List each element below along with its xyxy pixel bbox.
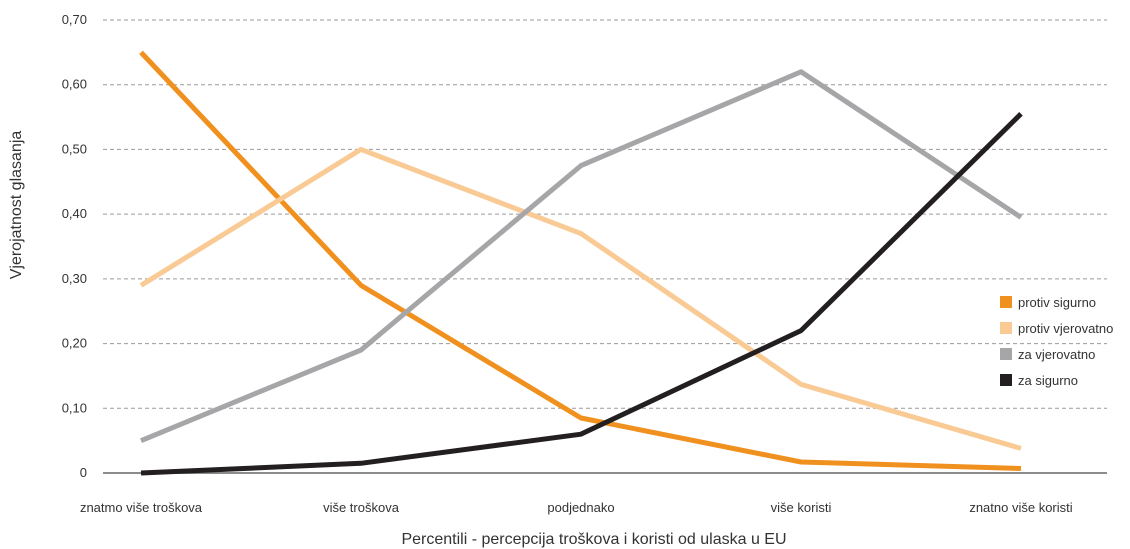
y-tick-label: 0,10 (62, 400, 87, 415)
x-axis-title: Percentili - percepcija troškova i koris… (401, 531, 786, 548)
grid-lines (103, 19, 1107, 409)
series-line-1 (139, 50, 1022, 471)
y-tick-label: 0,20 (62, 336, 87, 351)
legend-swatch (1000, 348, 1012, 360)
y-tick-label: 0 (80, 465, 87, 480)
legend-swatch (1000, 374, 1012, 386)
x-tick-label: podjednako (547, 500, 614, 515)
y-tick-label: 0,30 (62, 271, 87, 286)
x-tick-label: znatmo više troškova (80, 500, 203, 515)
legend-label: protiv sigurno (1018, 295, 1096, 310)
series-lines (139, 50, 1023, 476)
x-tick-label: znatno više koristi (969, 500, 1072, 515)
legend: protiv sigurno protiv vjerovatno za vjerov… (1000, 295, 1113, 388)
legend-label: protiv vjerovatno (1018, 321, 1113, 336)
y-tick-label: 0,40 (62, 206, 87, 221)
legend-label: za sigurno (1018, 373, 1078, 388)
y-tick-label: 0,60 (62, 77, 87, 92)
x-tick-label: više troškova (323, 500, 400, 515)
legend-swatch (1000, 296, 1012, 308)
legend-label: za vjerovatno (1018, 347, 1095, 362)
legend-swatch (1000, 322, 1012, 334)
y-axis-ticks: 0 0,10 0,20 0,30 0,40 0,50 0,60 0,70 (62, 12, 87, 480)
y-tick-label: 0,50 (62, 141, 87, 156)
series-line-3 (140, 69, 1023, 443)
y-axis-title: Vjerojatnost glasanja (8, 131, 25, 280)
x-axis-ticks: znatmo više troškova više troškova podjedn… (80, 500, 1073, 515)
y-tick-label: 0,70 (62, 12, 87, 27)
x-tick-label: više koristi (771, 500, 832, 515)
